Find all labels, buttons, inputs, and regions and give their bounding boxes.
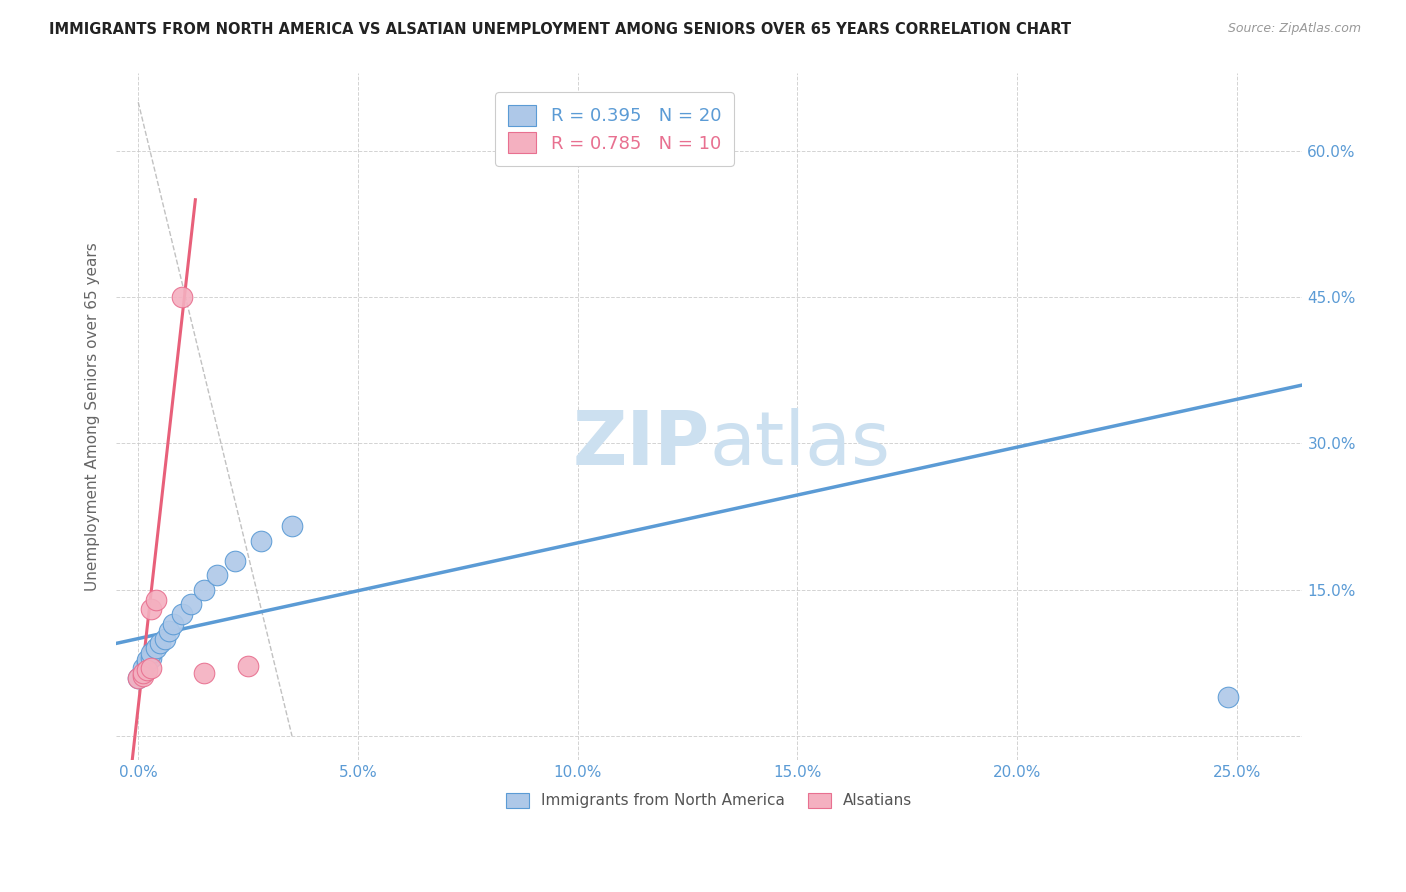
Point [141,646,163,660]
Point [281,519,304,533]
Point [127,671,149,685]
Point [157,624,180,638]
Point [250,534,273,549]
Point [207,568,229,582]
Point [180,598,202,612]
Point [162,616,184,631]
Point [127,671,149,685]
Point [193,665,215,680]
Text: atlas: atlas [710,408,890,481]
Y-axis label: Unemployment Among Seniors over 65 years: Unemployment Among Seniors over 65 years [86,243,100,591]
Point [131,661,153,675]
Legend: Immigrants from North America, Alsatians: Immigrants from North America, Alsatians [501,787,918,814]
Point [172,607,194,621]
Point [131,665,153,680]
Point [236,658,259,673]
Point [136,653,159,667]
Point [141,661,163,675]
Point [145,592,167,607]
Point [172,290,194,304]
Point [153,632,176,646]
Point [136,663,159,677]
Point [145,641,167,656]
Point [193,582,215,597]
Point [141,651,163,665]
Point [224,553,246,567]
Point [131,665,153,680]
Text: ZIP: ZIP [572,408,710,481]
Point [149,636,172,650]
Text: Source: ZipAtlas.com: Source: ZipAtlas.com [1227,22,1361,36]
Point [141,602,163,616]
Point [131,668,153,682]
Point [136,656,159,670]
Text: IMMIGRANTS FROM NORTH AMERICA VS ALSATIAN UNEMPLOYMENT AMONG SENIORS OVER 65 YEA: IMMIGRANTS FROM NORTH AMERICA VS ALSATIA… [49,22,1071,37]
Point [1216,690,1239,704]
